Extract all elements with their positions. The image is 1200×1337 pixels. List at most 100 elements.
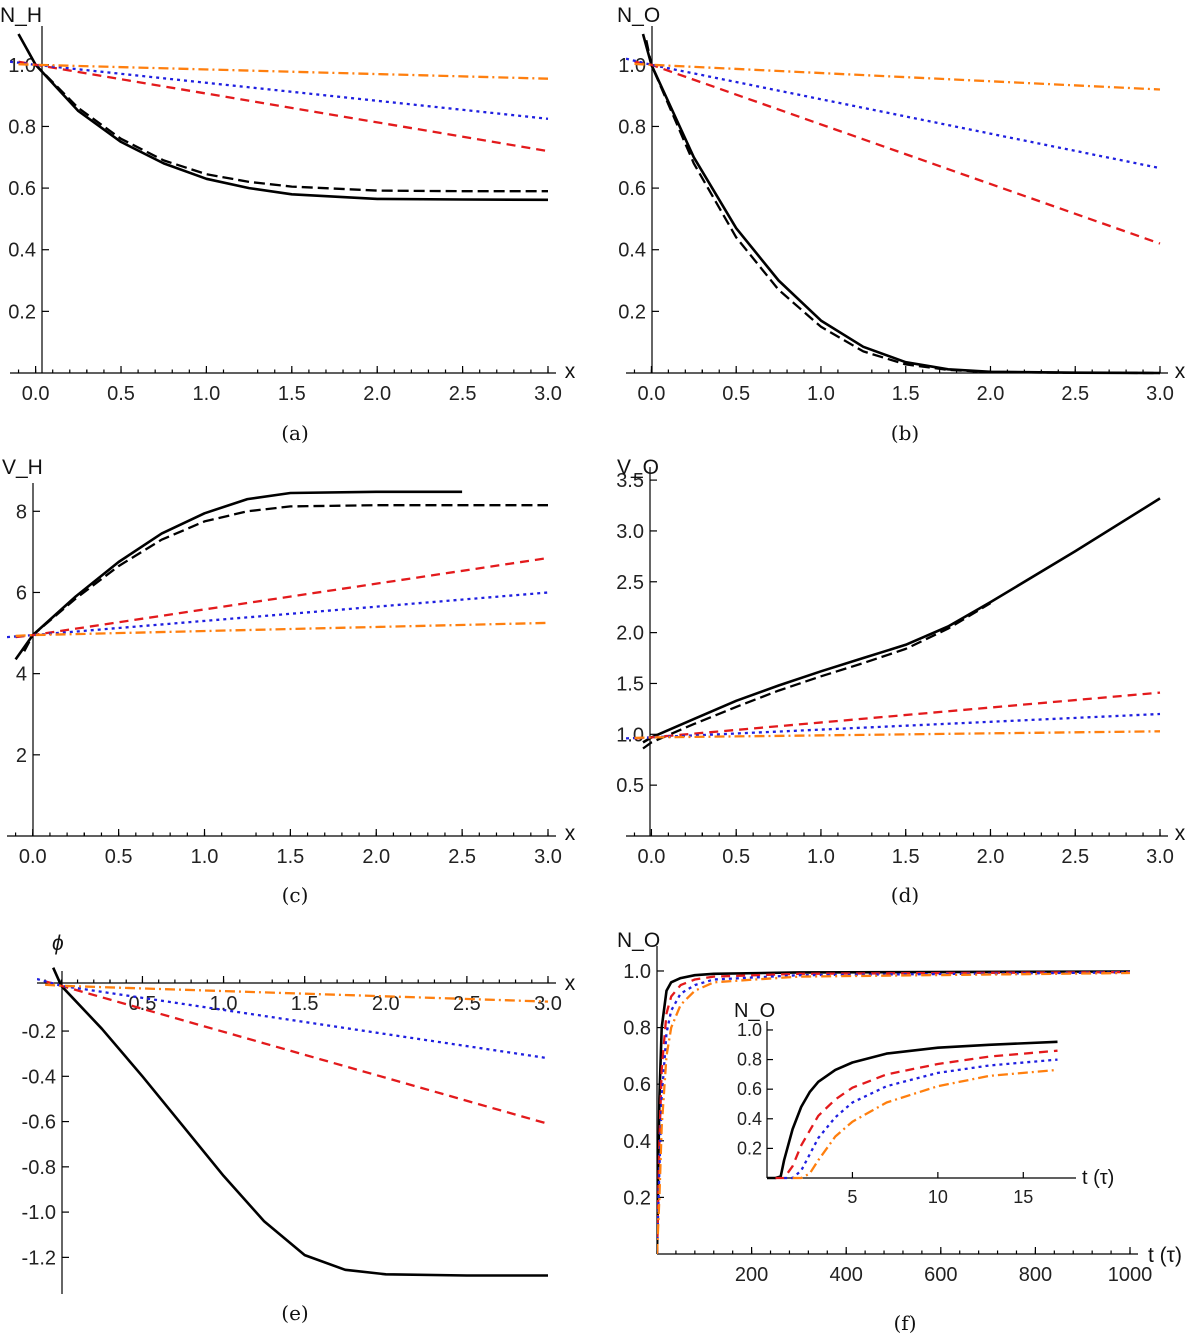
inset-x-tick-label: 10 (928, 1187, 948, 1207)
x-tick-label: 0.0 (638, 383, 666, 405)
y-tick-label: 8 (16, 501, 27, 523)
panel-caption: (b) (891, 421, 919, 445)
series-black-solid (657, 970, 1131, 1255)
y-tick-label: 0.2 (8, 301, 36, 323)
series-blue-dotted (37, 977, 549, 1060)
x-tick-label: 0.5 (107, 383, 135, 405)
series-orange-dashdot (15, 621, 549, 638)
series-blue-dotted (7, 591, 549, 639)
y-axis-label: N_H (0, 4, 42, 27)
panel-caption: (c) (282, 883, 309, 907)
series-black-dashed (642, 602, 992, 750)
x-tick-label: 3.0 (534, 383, 562, 405)
x-axis-label: x (565, 822, 576, 845)
y-tick-label: -0.6 (22, 1112, 56, 1134)
x-tick-label: 0.5 (722, 383, 750, 405)
x-tick-label: 2.5 (1061, 846, 1089, 868)
x-axis-label: x (1175, 822, 1186, 845)
inset-x-tick-label: 15 (1013, 1187, 1033, 1207)
series-black-dashed (26, 48, 548, 193)
y-tick-label: 2.5 (616, 572, 644, 594)
y-tick-label: 0.8 (8, 116, 36, 138)
series-orange-dashdot (18, 63, 549, 80)
series-blue-dotted (626, 57, 1161, 170)
inset-series-blue-dotted (784, 1058, 1058, 1180)
x-tick-label: 1.5 (276, 846, 304, 868)
x-tick-label: 600 (924, 1264, 957, 1286)
x-tick-label: 800 (1019, 1264, 1052, 1286)
inset-y-tick-label: 0.2 (737, 1138, 762, 1158)
series-black-solid (17, 33, 549, 202)
y-tick-label: -1.0 (22, 1202, 56, 1224)
x-tick-label: 0.0 (22, 383, 50, 405)
series-red-dashed (18, 60, 549, 153)
series-black-dashed (23, 504, 548, 652)
y-tick-label: 0.6 (8, 178, 36, 200)
series-red-dashed (657, 970, 1131, 1255)
y-tick-label: 1.0 (618, 55, 646, 77)
y-tick-label: 6 (16, 582, 27, 604)
y-axis-label: V_H (2, 456, 43, 479)
x-tick-label: 1.0 (193, 383, 221, 405)
x-tick-label: 3.0 (1146, 846, 1174, 868)
x-tick-label: 3.0 (534, 846, 562, 868)
y-tick-label: 0.6 (618, 178, 646, 200)
x-tick-label: 1.0 (807, 846, 835, 868)
y-tick-label: -1.2 (22, 1247, 56, 1269)
series-red-dashed (15, 556, 549, 639)
inset-x-axis-label: t (τ) (1082, 1167, 1114, 1189)
inset-x-tick-label: 5 (847, 1187, 857, 1207)
x-tick-label: 1.0 (807, 383, 835, 405)
x-axis-label: t (τ) (1148, 1244, 1182, 1267)
inset-y-axis-label: N_O (734, 1000, 775, 1022)
x-axis-label: x (565, 972, 576, 995)
y-tick-label: 0.8 (623, 1018, 651, 1040)
x-tick-label: 3.0 (1146, 383, 1174, 405)
panel-caption: (e) (281, 1301, 308, 1325)
y-axis-label: N_O (617, 929, 660, 952)
x-axis-label: x (565, 360, 576, 383)
inset-chart: 5 10 15 0.2 0.4 0.6 0.8 1.0N_Ot (τ) (717, 987, 1156, 1216)
panel-e: 0.5 1.0 1.5 2.0 2.5 3.0-0.2-0.4-0.6-0.8-1.0-1… (22, 932, 576, 1325)
x-tick-label: 0.0 (19, 846, 47, 868)
y-tick-label: 4 (16, 664, 27, 686)
y-tick-label: 1.0 (616, 724, 644, 746)
y-tick-label: 2.0 (616, 623, 644, 645)
y-tick-label: 1.0 (623, 961, 651, 983)
y-tick-label: 0.4 (618, 240, 646, 262)
y-axis-label: N_O (617, 4, 660, 27)
y-tick-label: -0.4 (22, 1066, 56, 1088)
x-tick-label: 1000 (1108, 1264, 1153, 1286)
x-tick-label: 1.5 (291, 993, 319, 1015)
x-tick-label: 1.5 (892, 383, 920, 405)
panel-d: 0.0 0.5 1.0 1.5 2.0 2.5 3.0 0.5 1.0 1.5 2.0 2.5 3.0 3… (616, 456, 1186, 907)
y-tick-label: 1.5 (616, 673, 644, 695)
series-blue-dotted (626, 712, 1161, 740)
y-tick-label: -0.2 (22, 1021, 56, 1043)
panel-caption: (a) (281, 421, 309, 445)
y-tick-label: 0.4 (8, 240, 36, 262)
y-axis-label: V_O (617, 456, 659, 479)
panel-caption: (f) (893, 1311, 916, 1335)
y-tick-label: 0.4 (623, 1131, 651, 1153)
x-tick-label: 200 (735, 1264, 768, 1286)
x-tick-label: 2.5 (453, 993, 481, 1015)
series-orange-dashdot (657, 971, 1131, 1255)
y-tick-label: 0.2 (623, 1187, 651, 1209)
series-black-solid (52, 967, 548, 1277)
series-orange-dashdot (45, 983, 549, 1003)
x-tick-label: 0.5 (722, 846, 750, 868)
series-black-solid (14, 490, 463, 661)
panel-c: 0.0 0.5 1.0 1.5 2.0 2.5 3.0 2 4 6 8 V_Hx (c) (2, 456, 576, 907)
y-tick-label: 0.5 (616, 775, 644, 797)
panel-b: 0.0 0.5 1.0 1.5 2.0 2.5 3.0 0.2 0.4 0.6 0.8 1.0 N_Ox… (617, 4, 1186, 445)
x-tick-label: 3.0 (534, 993, 562, 1015)
x-axis-label: x (1175, 360, 1186, 383)
inset-y-tick-label: 0.8 (737, 1050, 762, 1070)
x-tick-label: 1.0 (210, 993, 238, 1015)
inset-series-orange-dashdot (792, 1068, 1058, 1180)
x-tick-label: 2.0 (372, 993, 400, 1015)
y-tick-label: 0.6 (623, 1074, 651, 1096)
x-tick-label: 2.0 (363, 383, 391, 405)
